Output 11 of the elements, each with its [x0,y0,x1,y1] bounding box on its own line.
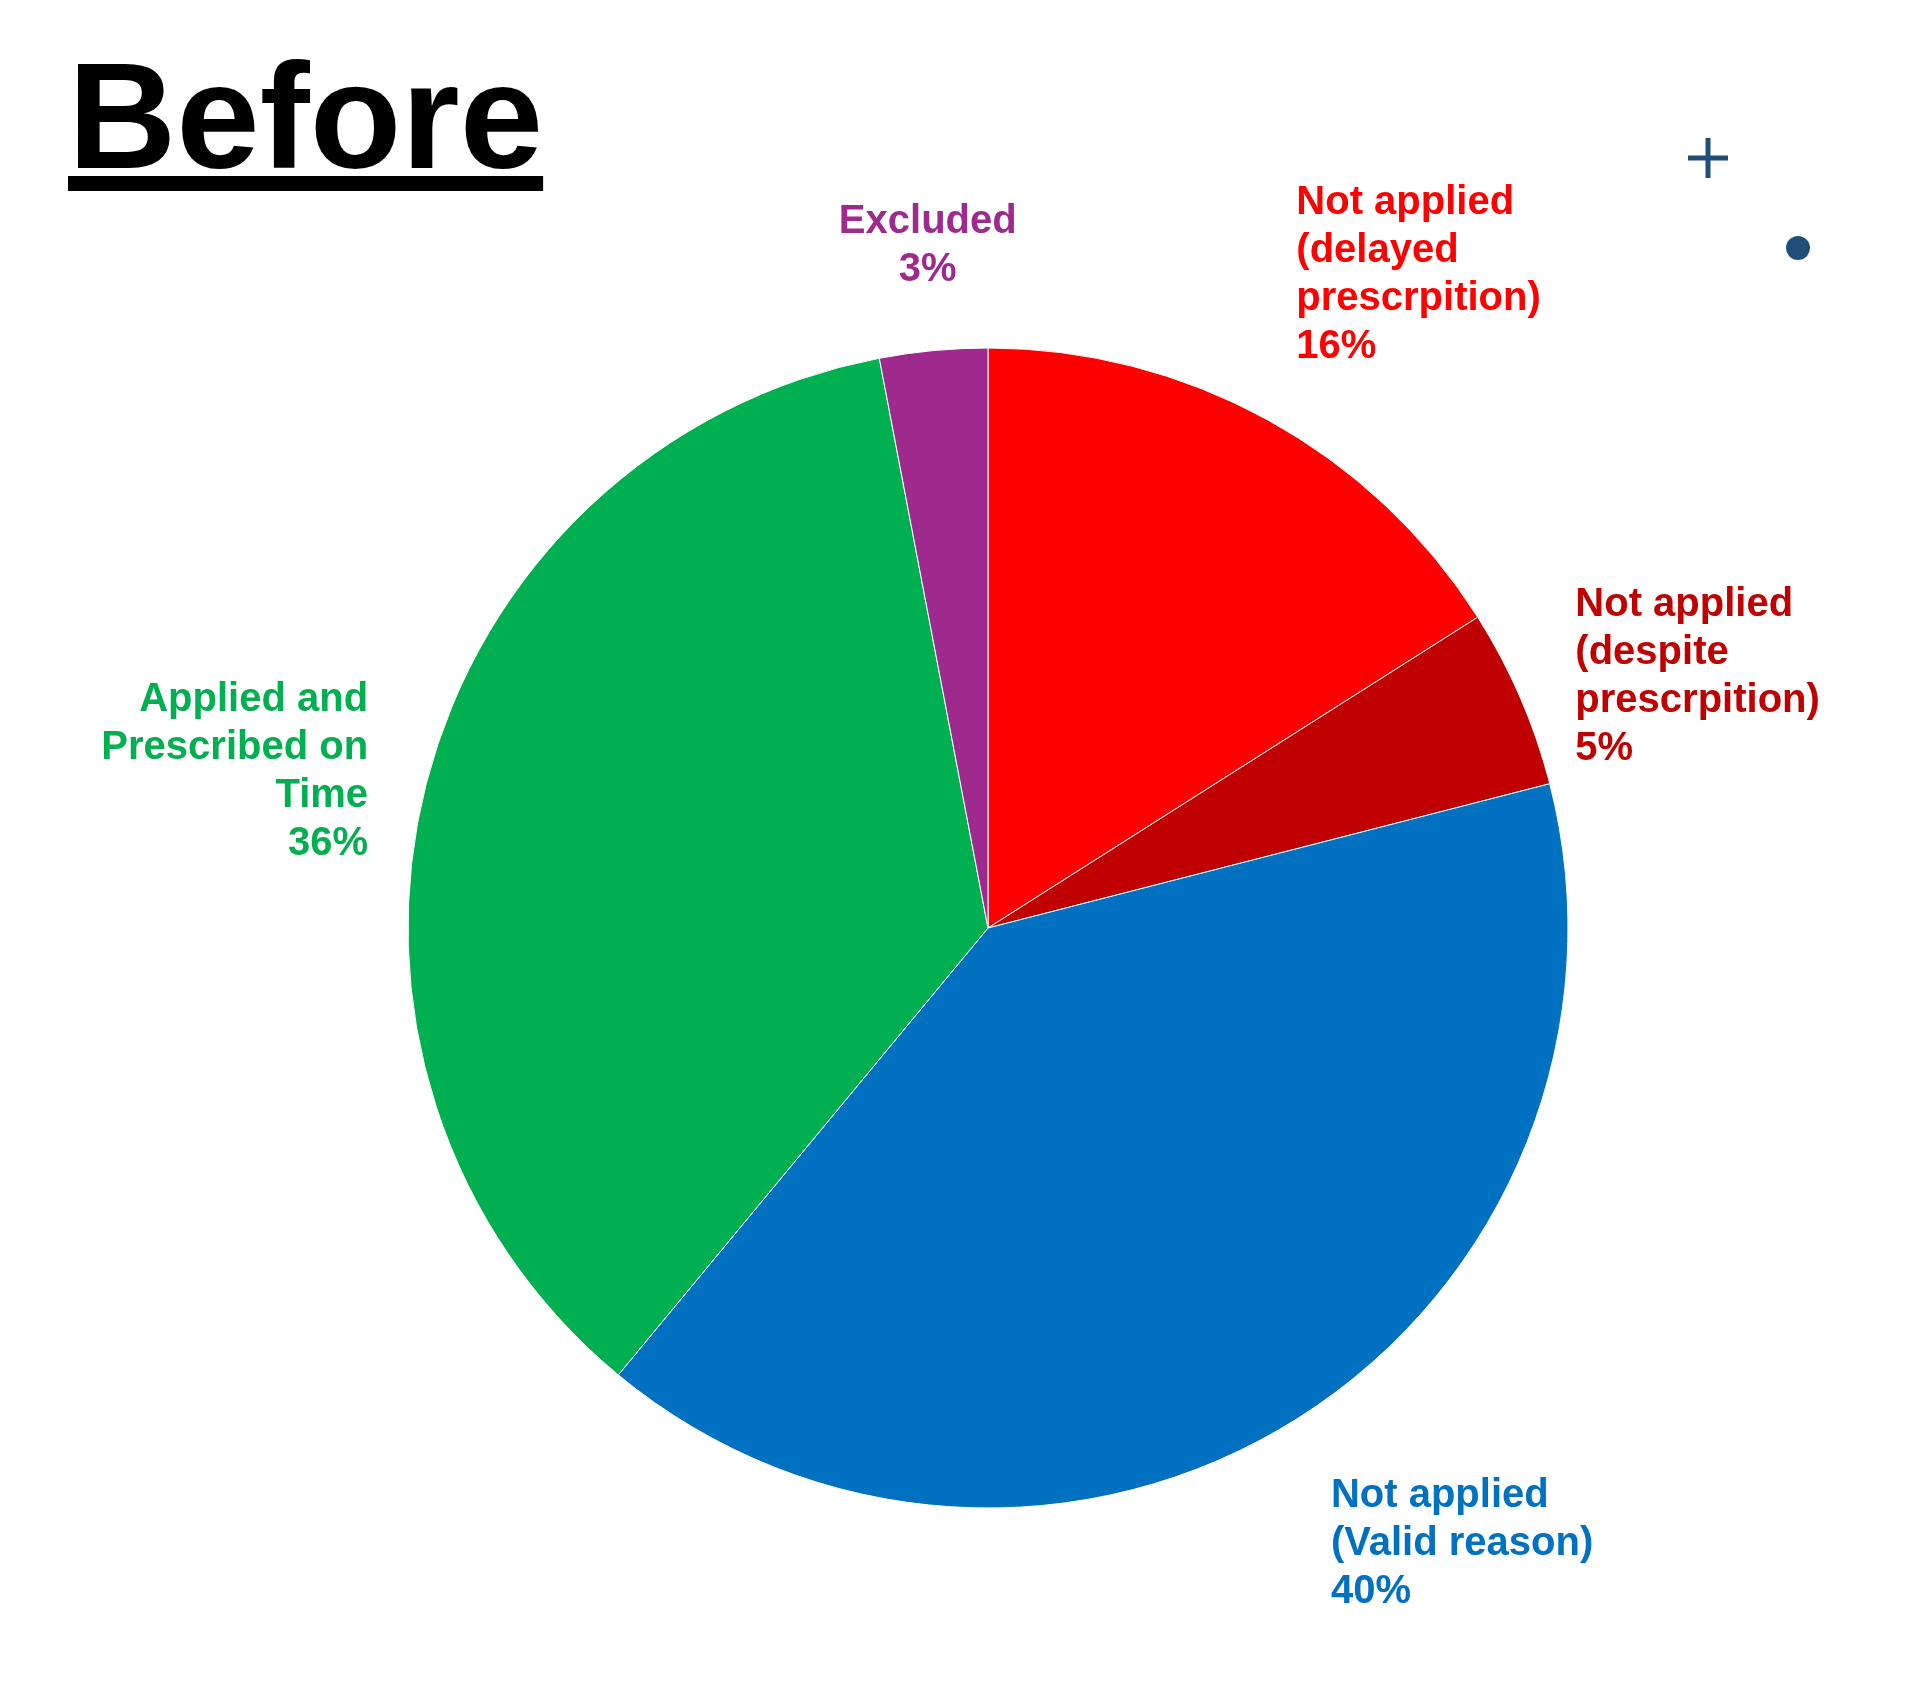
data-label: 40% [1330,1566,1411,1611]
data-label: 3% [898,245,957,290]
slice-label: Not applied (delayed prescrpition) [1296,177,1541,318]
data-label: 5% [1575,724,1634,769]
slice-label: Not applied (Valid reason) [1330,1470,1594,1563]
data-label: 36% [288,819,369,864]
slice-label: Applied and Prescribed on Time [101,675,369,816]
slice-label: Excluded [838,197,1017,242]
data-label: 16% [1296,321,1377,366]
slice-label: Not applied (despite prescrpition) [1575,580,1820,721]
chart-title: Before [68,32,544,200]
